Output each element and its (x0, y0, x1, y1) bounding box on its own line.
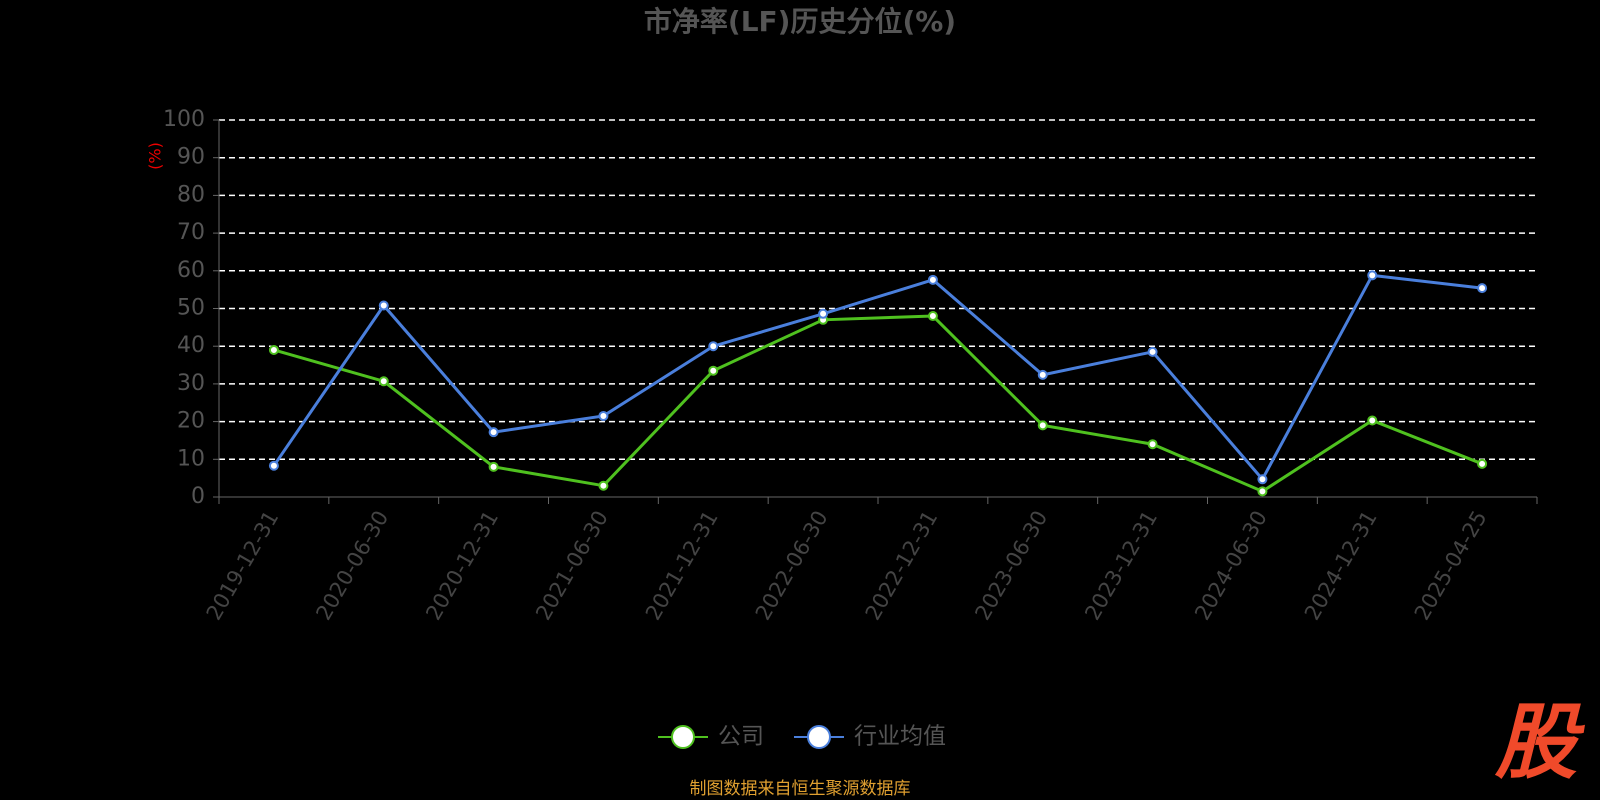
data-point (378, 376, 389, 387)
x-tick-label: 2020-06-30 (311, 507, 393, 625)
data-point (598, 410, 609, 421)
y-tick-label: 90 (177, 145, 205, 170)
data-point (1257, 486, 1268, 497)
x-tick-label: 2021-06-30 (531, 507, 613, 625)
y-tick-label: 10 (177, 446, 205, 471)
legend-label: 公司 (718, 724, 764, 750)
x-tick-label: 2024-12-31 (1300, 507, 1382, 625)
data-point (927, 311, 938, 322)
data-point (708, 365, 719, 376)
data-point (488, 461, 499, 472)
data-point (1367, 270, 1378, 281)
data-point (488, 427, 499, 438)
data-point (1257, 474, 1268, 485)
data-point (268, 344, 279, 355)
y-tick-label: 70 (177, 220, 205, 245)
series-line (272, 273, 1483, 482)
x-tick-label: 2021-12-31 (641, 507, 723, 625)
data-point (268, 460, 279, 471)
data-point (1037, 420, 1048, 431)
legend-marker (807, 725, 831, 749)
legend-label: 行业均值 (854, 724, 946, 750)
x-tick-label: 2022-06-30 (751, 507, 833, 625)
chart-title: 市净率(LF)历史分位(%) (644, 5, 956, 38)
y-tick-label: 20 (177, 409, 205, 434)
x-tick-label: 2020-12-31 (421, 507, 503, 625)
data-point (378, 300, 389, 311)
y-tick-label: 30 (177, 371, 205, 396)
x-tick-label: 2023-12-31 (1080, 507, 1162, 625)
data-point (1477, 458, 1488, 469)
data-point (1147, 439, 1158, 450)
data-point (1147, 346, 1158, 357)
watermark-logo: 股 (1494, 695, 1585, 790)
legend-marker (671, 725, 695, 749)
y-tick-label: 80 (177, 182, 205, 207)
x-tick-label: 2024-06-30 (1190, 507, 1272, 625)
series-line (273, 314, 1483, 494)
source-note: 制图数据来自恒生聚源数据库 (690, 779, 911, 799)
data-point (598, 480, 609, 491)
y-tick-label: 100 (163, 107, 205, 132)
y-tick-label: 40 (177, 333, 205, 358)
x-tick-label: 2022-12-31 (861, 507, 943, 625)
data-point (1037, 369, 1048, 380)
data-point (927, 274, 938, 285)
x-tick-label: 2025-04-25 (1410, 507, 1492, 625)
x-tick-label: 2023-06-30 (970, 507, 1052, 625)
y-tick-label: 50 (177, 296, 205, 321)
data-point (818, 308, 829, 319)
y-tick-label: 0 (191, 484, 205, 509)
data-point (1477, 283, 1488, 294)
x-tick-label: 2019-12-31 (202, 507, 284, 625)
data-point (1367, 415, 1378, 426)
y-axis-label: (%) (146, 142, 165, 170)
data-point (708, 341, 719, 352)
y-tick-label: 60 (177, 258, 205, 283)
